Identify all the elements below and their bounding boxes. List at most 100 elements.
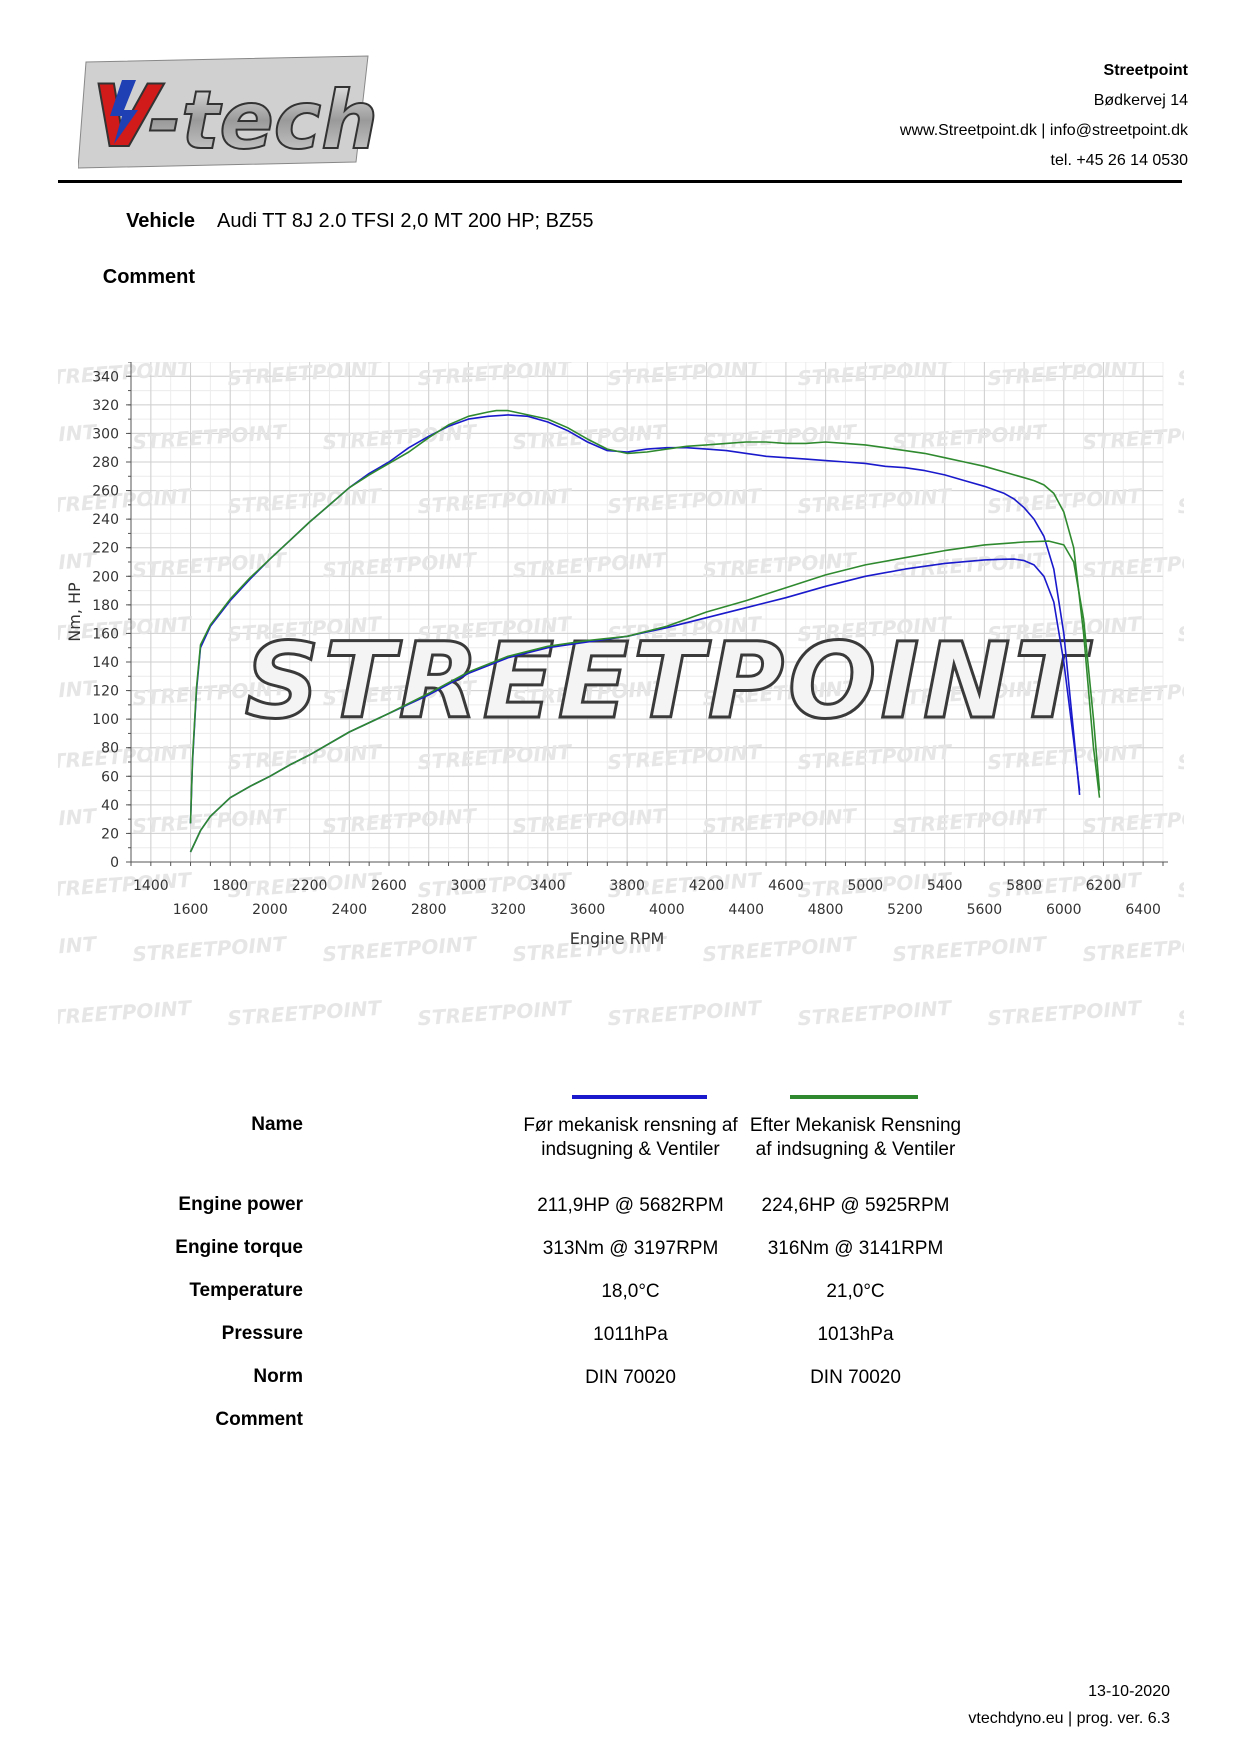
watermark-text: STREETPOINT: [1177, 362, 1184, 390]
row-label: Engine torque: [175, 1237, 303, 1258]
x-tick-label: 4200: [689, 878, 725, 894]
y-tick-label: 140: [92, 655, 119, 671]
x-tick-label: 6400: [1125, 902, 1161, 918]
row-value-before: DIN 70020: [585, 1367, 676, 1388]
row-label: Temperature: [189, 1280, 303, 1301]
watermark-text: STREETPOINT: [987, 996, 1144, 1031]
x-tick-label: 4600: [768, 878, 804, 894]
row-label: Norm: [253, 1366, 303, 1387]
y-tick-label: 120: [92, 684, 119, 700]
x-tick-label: 5800: [1006, 878, 1042, 894]
results-row-power: Engine power 211,9HP @ 5682RPM 224,6HP @…: [60, 1190, 968, 1233]
watermark-text: STREETPOINT: [797, 996, 954, 1031]
row-label: Pressure: [221, 1323, 303, 1344]
x-tick-label: 6000: [1046, 902, 1082, 918]
y-tick-label: 0: [110, 855, 119, 871]
x-tick-label: 1400: [133, 878, 169, 894]
y-tick-label: 220: [92, 541, 119, 557]
header-divider: [58, 180, 1182, 183]
y-tick-label: 60: [101, 769, 119, 785]
y-tick-label: 100: [92, 712, 119, 728]
x-axis-label: Engine RPM: [570, 929, 665, 948]
row-value-before: 1011hPa: [593, 1324, 668, 1345]
x-tick-label: 3000: [451, 878, 487, 894]
watermark-text: STREETPOINT: [1082, 932, 1184, 967]
x-tick-label: 4800: [808, 902, 844, 918]
vehicle-value: Audi TT 8J 2.0 TFSI 2,0 MT 200 HP; BZ55: [217, 210, 594, 232]
row-value-before: [518, 1405, 743, 1448]
results-row-temperature: Temperature 18,0°C 21,0°C: [60, 1276, 968, 1319]
x-tick-label: 3200: [490, 902, 526, 918]
watermark-text: STREETPOINT: [892, 932, 1049, 967]
row-label: Engine power: [178, 1194, 303, 1215]
x-tick-label: 2600: [371, 878, 407, 894]
row-label: Name: [251, 1114, 303, 1135]
x-tick-label: 2400: [331, 902, 367, 918]
results-row-comment: Comment: [60, 1405, 968, 1448]
program-version: vtechdyno.eu | prog. ver. 6.3: [968, 1710, 1170, 1727]
watermark-text: STREETPOINT: [227, 996, 384, 1031]
watermark-text: STREETPOINT: [58, 868, 193, 903]
watermark-text: STREETPOINT: [1177, 868, 1184, 903]
row-value-before: Før mekanisk rensning af indsugning & Ve…: [523, 1115, 738, 1160]
vehicle-label: Vehicle: [126, 210, 195, 232]
x-tick-label: 2000: [252, 902, 288, 918]
results-row-name: Name Før mekanisk rensning af indsugning…: [60, 1110, 968, 1190]
results-row-norm: Norm DIN 70020 DIN 70020: [60, 1362, 968, 1405]
company-address: Bødkervej 14: [1093, 92, 1188, 109]
watermark-text: STREETPOINT: [132, 932, 289, 967]
row-value-after: 1013hPa: [817, 1324, 894, 1345]
row-label: Comment: [215, 1409, 303, 1430]
row-value-before: 211,9HP @ 5682RPM: [537, 1195, 724, 1216]
x-tick-label: 5400: [927, 878, 963, 894]
y-tick-label: 200: [92, 569, 119, 585]
x-tick-label: 5200: [887, 902, 923, 918]
x-tick-label: 4000: [649, 902, 685, 918]
x-tick-label: 4400: [728, 902, 764, 918]
comment-label: Comment: [102, 266, 195, 288]
results-table: Name Før mekanisk rensning af indsugning…: [60, 1110, 968, 1448]
x-tick-label: 2800: [411, 902, 447, 918]
watermark-text: STREETPOINT: [702, 932, 859, 967]
svg-text:-tech: -tech: [148, 74, 378, 167]
y-tick-label: 340: [92, 369, 119, 385]
watermark-text: STREETPOINT: [58, 996, 193, 1031]
legend-line-after: [790, 1095, 918, 1099]
company-web-email: www.Streetpoint.dk | info@streetpoint.dk: [899, 122, 1188, 139]
x-tick-label: 3800: [609, 878, 645, 894]
row-value-after: [743, 1405, 968, 1448]
x-tick-label: 5000: [847, 878, 883, 894]
vtech-logo: V -tech: [78, 55, 378, 169]
x-tick-label: 1600: [173, 902, 209, 918]
results-row-torque: Engine torque 313Nm @ 3197RPM 316Nm @ 31…: [60, 1233, 968, 1276]
y-tick-label: 80: [101, 741, 119, 757]
watermark-text: STREETPOINT: [1177, 484, 1184, 519]
watermark-logo: STREETPOINT: [245, 620, 1092, 742]
y-tick-label: 160: [92, 626, 119, 642]
company-name: Streetpoint: [1103, 62, 1188, 79]
y-tick-label: 260: [92, 484, 119, 500]
y-tick-label: 300: [92, 426, 119, 442]
watermark-text: STREETPOINT: [607, 996, 764, 1031]
watermark-text: STREETPOINT: [322, 932, 479, 967]
y-tick-label: 320: [92, 398, 119, 414]
watermark-text: STREETPOINT: [417, 996, 574, 1031]
watermark-text: STREETPOINT: [1177, 740, 1184, 775]
company-phone: tel. +45 26 14 0530: [1050, 152, 1188, 169]
watermark-text: STREETPOINT: [58, 804, 98, 839]
x-tick-label: 5600: [967, 902, 1003, 918]
watermark-text: STREETPOINT: [58, 932, 98, 967]
legend-line-before: [572, 1095, 707, 1099]
row-value-before: 18,0°C: [601, 1281, 660, 1302]
report-date: 13-10-2020: [1088, 1683, 1170, 1700]
x-tick-label: 1800: [212, 878, 248, 894]
x-tick-label: 3600: [570, 902, 606, 918]
row-value-after: 224,6HP @ 5925RPM: [761, 1195, 950, 1216]
x-tick-label: 6200: [1086, 878, 1122, 894]
row-value-after: DIN 70020: [810, 1367, 901, 1388]
dyno-chart: STREETPOINT STREETPOINT STREETPOINT STREETP…: [58, 362, 1184, 1031]
watermark-text: STREETPOINT: [1177, 996, 1184, 1031]
watermark-text: STREETPOINT: [1177, 612, 1184, 647]
footer: 13-10-2020 vtechdyno.eu | prog. ver. 6.3: [968, 1678, 1170, 1732]
y-tick-label: 280: [92, 455, 119, 471]
